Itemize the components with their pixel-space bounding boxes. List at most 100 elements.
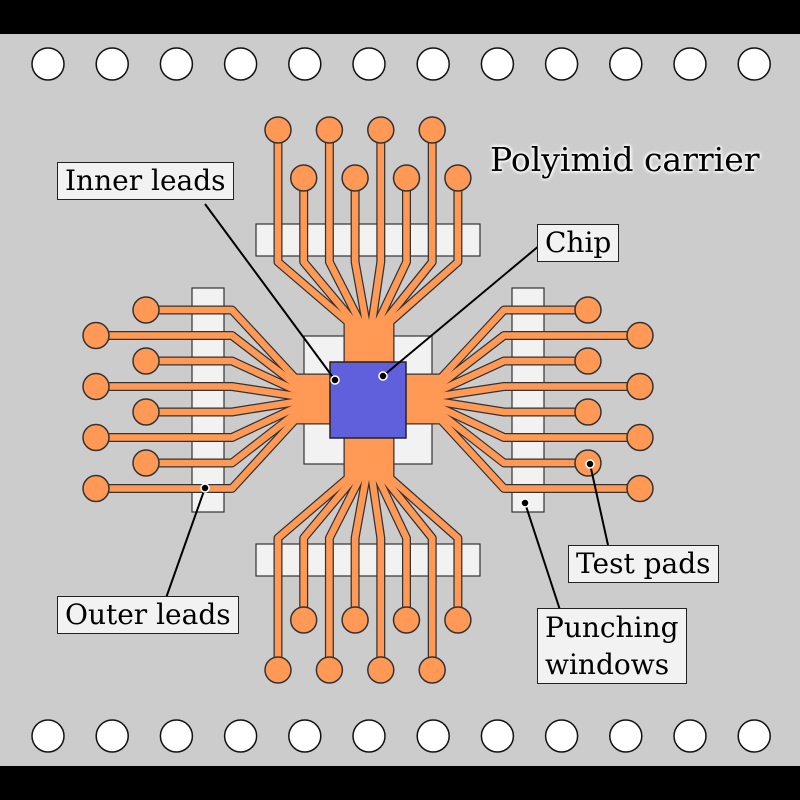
callout-lines [165,203,609,611]
lead [402,404,644,441]
lead [300,174,358,366]
sprocket-hole [673,47,707,81]
outer-lead-pad [626,372,654,401]
test-pad [444,164,472,192]
inner-leads-pointer-dot [330,375,340,385]
outer-lead-pad [82,423,110,452]
lead [351,434,370,624]
sprocket-hole [737,719,771,753]
punching-window-bottom [255,543,481,577]
test-pad [132,449,160,477]
test-pad [574,296,602,324]
lead [142,410,334,467]
outer-leads-pointer [165,487,206,599]
inner-leads-label: Inner leads [57,162,234,200]
inner-leads-pointer [204,203,336,381]
test-pad [341,606,369,634]
lead [380,434,436,674]
sprocket-holes [31,47,771,753]
lead [326,126,364,366]
test-pad [132,296,160,324]
lead [368,126,385,366]
sprocket-hole [159,719,194,753]
lead [351,174,370,366]
lead [92,416,334,492]
punching-windows-pointer [524,502,561,611]
test-pad [392,164,421,192]
test-pads-pointer [589,463,609,546]
sprocket-hole [544,47,579,81]
test-pad [574,398,602,426]
lead [142,306,334,382]
test-pad [341,164,369,192]
test-pad [132,347,160,375]
sprocket-hole [480,719,515,753]
sprocket-hole [223,47,258,81]
outer-lead-pad [315,656,344,684]
chip-pointer [382,244,541,377]
sprocket-hole [673,719,707,753]
lead [92,332,334,388]
lead [380,126,436,366]
punching-window-right [511,287,545,513]
lead [374,434,410,624]
lead [326,434,364,674]
sprocket-hole [480,47,515,81]
sprocket-hole [95,47,129,81]
lead [142,357,334,394]
test-pads-pointer-dot [585,459,595,469]
sprocket-hole [416,47,450,81]
lead [92,404,334,441]
sprocket-hole [416,719,450,753]
outer-lead-pad [82,474,110,503]
lead [402,306,592,382]
frame-top-band [0,0,800,34]
lead [386,434,462,624]
lead [274,434,352,674]
test-pad [444,606,472,634]
sprocket-hole [288,719,322,753]
sprocket-hole [31,719,65,753]
lead [142,398,334,416]
lead [402,357,592,394]
punching-windows-pointer-dot [520,498,530,508]
punching-window-top [255,223,481,257]
outer-lead-pad [367,116,395,144]
lead [402,416,644,492]
outer-lead-pad [264,116,292,144]
sprocket-hole [609,719,643,753]
outer-lead-pad [264,656,292,684]
sprocket-hole [288,47,322,81]
sprocket-hole [159,47,194,81]
leads [82,116,654,684]
lead [368,434,385,674]
sprocket-hole [31,47,65,81]
lead [402,398,592,416]
outer-lead-pad [315,116,344,144]
test-pad [132,398,160,426]
test-pad [574,347,602,375]
outer-leads-label: Outer leads [57,596,239,634]
outer-leads-pointer-dot [200,483,210,493]
test-pads-label: Test pads [568,545,719,583]
outer-lead-pad [418,656,446,684]
outer-lead-pad [82,321,110,350]
outer-lead-pad [626,423,654,452]
lead [402,410,592,467]
sprocket-hole [544,719,579,753]
lead [402,332,644,388]
outer-lead-pad [82,372,110,401]
sprocket-hole [95,719,129,753]
frame-bottom-band [0,766,800,800]
test-pad [289,164,318,192]
chip-group [329,361,407,439]
sprocket-hole [223,719,258,753]
chip-label: Chip [537,224,620,262]
chip [329,361,407,439]
lead [300,434,358,624]
chip-pointer-dot [378,371,388,381]
outer-lead-pad [367,656,395,684]
lead [92,383,334,400]
